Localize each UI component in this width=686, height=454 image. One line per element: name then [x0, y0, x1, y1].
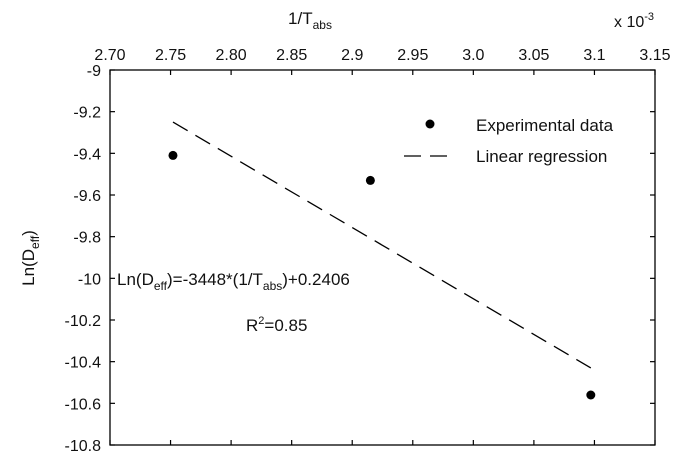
- r-squared: R2=0.85: [246, 315, 307, 335]
- y-axis-label: Ln(Deff): [19, 230, 42, 286]
- y-tick-label: -10.6: [65, 396, 102, 413]
- legend: Experimental data Linear regression: [404, 116, 614, 166]
- x-axis-label: 1/Tabs: [288, 9, 332, 32]
- x-tick-label: 3.0: [462, 47, 484, 64]
- y-tick-label: -9.2: [73, 105, 101, 122]
- data-point: [365, 175, 375, 185]
- y-tick-label: -9.4: [73, 146, 101, 163]
- x-tick-label: 2.70: [94, 47, 125, 64]
- legend-label-experimental: Experimental data: [476, 116, 614, 135]
- x-axis-ticks: 2.70 2.75 2.80 2.85 2.9 2.95 3.0 3.05 3.1 3.15: [94, 47, 671, 445]
- y-tick-label: -10: [78, 271, 101, 288]
- x-tick-label: 2.80: [216, 47, 247, 64]
- legend-marker-experimental: [425, 119, 435, 129]
- regression-equation: Ln(Deff)=-3448*(1/Tabs)+0.2406: [117, 270, 350, 293]
- x-tick-label: 2.9: [341, 47, 363, 64]
- x-tick-label: 2.85: [276, 47, 307, 64]
- plot-frame: [109, 69, 656, 446]
- y-tick-label: -10.4: [65, 355, 102, 372]
- x-tick-label: 2.95: [397, 47, 428, 64]
- regression-line: [172, 121, 592, 369]
- y-tick-label: -9: [87, 63, 101, 80]
- y-tick-label: -10.2: [65, 313, 102, 330]
- y-axis-ticks: -9 -9.2 -9.4 -9.6 -9.8 -10 -10.2 -10.4 -10.6 -10.…: [65, 63, 655, 454]
- y-tick-label: -10.8: [65, 438, 102, 454]
- y-tick-label: -9.6: [73, 188, 101, 205]
- x-tick-label: 3.05: [518, 47, 549, 64]
- data-point: [168, 150, 178, 160]
- legend-label-regression: Linear regression: [476, 147, 607, 166]
- y-tick-label: -9.8: [73, 230, 101, 247]
- x-axis-multiplier: x 10-3: [614, 11, 654, 31]
- x-tick-label: 3.1: [583, 47, 605, 64]
- x-tick-label: 2.75: [155, 47, 186, 64]
- x-tick-label: 3.15: [639, 47, 670, 64]
- data-point: [586, 390, 596, 400]
- series-layer: [168, 121, 596, 400]
